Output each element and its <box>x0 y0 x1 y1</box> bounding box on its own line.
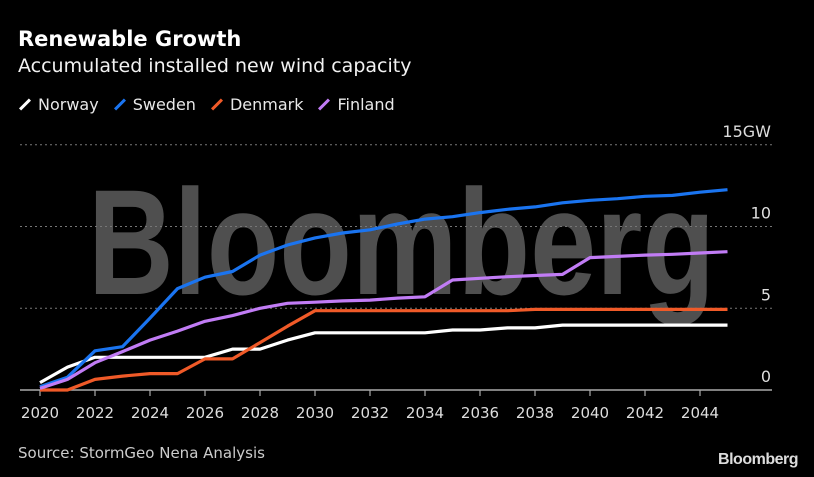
x-tick-label: 2042 <box>626 404 664 422</box>
series-line-finland <box>39 250 728 390</box>
x-tick-label: 2028 <box>241 404 279 422</box>
x-tick-label: 2036 <box>461 404 499 422</box>
legend-label: Sweden <box>132 95 196 114</box>
bloomberg-watermark: Bloomberg <box>88 159 715 326</box>
y-tick-label: 5 <box>761 285 771 304</box>
legend-label: Denmark <box>229 95 304 114</box>
x-tick-label: 2022 <box>76 404 114 422</box>
x-tick-label: 2032 <box>351 404 389 422</box>
x-tick-label: 2024 <box>131 404 169 422</box>
x-tick-label: 2030 <box>296 404 334 422</box>
legend: Norway Sweden Denmark Finland <box>18 95 395 114</box>
legend-item-norway: Norway <box>18 95 99 114</box>
chart-subtitle: Accumulated installed new wind capacity <box>18 55 412 77</box>
bloomberg-logo: Bloomberg <box>718 451 798 468</box>
legend-item-denmark: Denmark <box>210 95 304 114</box>
x-tick-label: 2034 <box>406 404 444 422</box>
x-tick-label: 2044 <box>681 404 719 422</box>
legend-item-finland: Finland <box>317 95 395 114</box>
y-tick-label: 10 <box>751 204 771 223</box>
legend-label: Norway <box>38 95 99 114</box>
x-tick-label: 2020 <box>21 404 59 422</box>
series-line-denmark <box>40 307 728 392</box>
chart-title: Renewable Growth <box>18 27 242 51</box>
x-tick-label: 2040 <box>571 404 609 422</box>
y-tick-label: 0 <box>761 367 771 386</box>
x-tick-label: 2038 <box>516 404 554 422</box>
series-line-sweden <box>39 188 728 389</box>
x-tick-label: 2026 <box>186 404 224 422</box>
legend-label: Finland <box>337 95 395 114</box>
y-tick-label: 15GW <box>722 122 771 141</box>
source-note: Source: StormGeo Nena Analysis <box>18 444 265 462</box>
legend-item-sweden: Sweden <box>113 95 196 114</box>
series-line-norway <box>39 323 728 384</box>
